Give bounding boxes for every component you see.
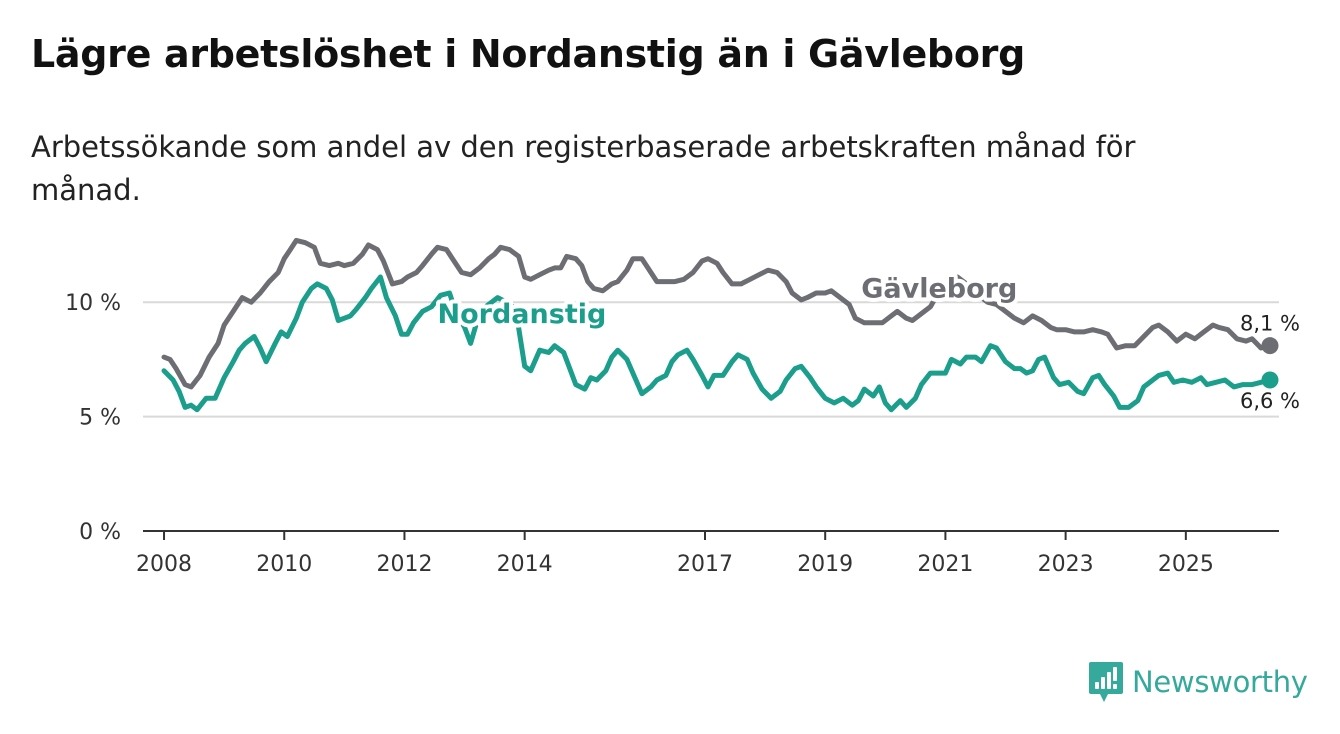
x-tick-label: 2010: [256, 552, 312, 577]
x-tick-label: 2019: [797, 552, 853, 577]
chart-title: Lägre arbetslöshet i Nordanstig än i Gäv…: [31, 32, 1025, 76]
x-tick-label: 2021: [917, 552, 973, 577]
x-tick-label: 2014: [497, 552, 553, 577]
series-line-nordanstig: [161, 274, 1273, 413]
end-value-label-nordanstig: 6,6 %: [1240, 389, 1300, 413]
series-label-gävleborg: Gävleborg: [861, 274, 1017, 305]
end-value-label-gävleborg: 8,1 %: [1240, 312, 1300, 336]
newsworthy-logo-icon: [1089, 662, 1123, 702]
x-tick-label: 2023: [1038, 552, 1094, 577]
end-marker-nordanstig: [1261, 371, 1279, 389]
x-tick-label: 2025: [1158, 552, 1214, 577]
y-tick-label: 0 %: [79, 520, 121, 545]
series-label-nordanstig: Nordanstig: [438, 299, 607, 330]
series-line-gävleborg: [161, 237, 1273, 390]
end-marker-gävleborg: [1261, 337, 1279, 355]
chart-subtitle: Arbetssökande som andel av den registerb…: [31, 130, 1136, 207]
x-tick-label: 2008: [136, 552, 192, 577]
newsworthy-logo: Newsworthy: [1088, 660, 1308, 704]
x-tick-label: 2012: [376, 552, 432, 577]
newsworthy-brand-name: Newsworthy: [1132, 665, 1308, 699]
y-tick-label: 5 %: [79, 406, 121, 431]
x-tick-label: 2017: [677, 552, 733, 577]
y-tick-label: 10 %: [65, 291, 121, 316]
